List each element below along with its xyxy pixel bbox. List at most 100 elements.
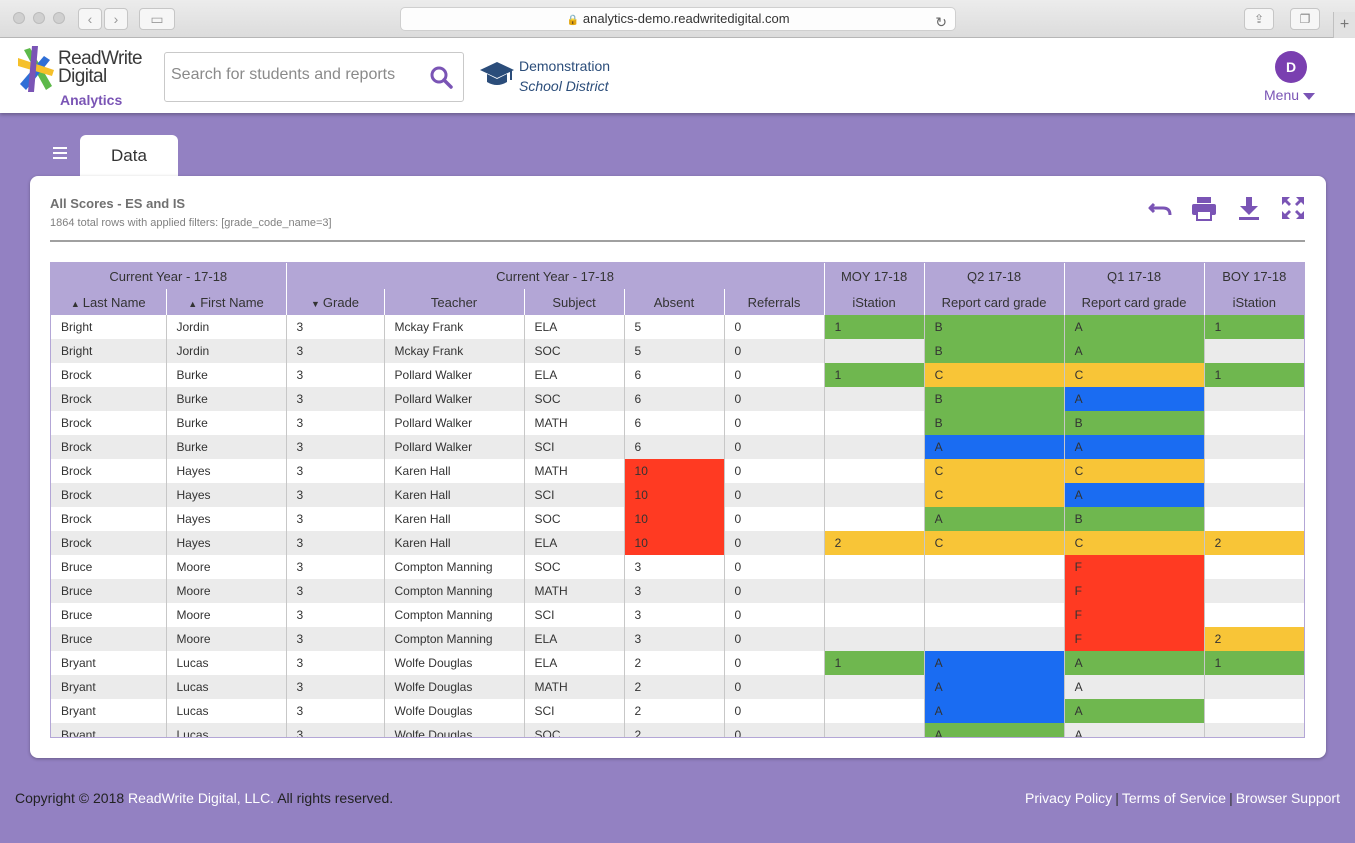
table-cell: 3 <box>285 411 385 435</box>
column-header-q2-report-card[interactable]: Report card grade <box>923 289 1065 315</box>
table-row[interactable]: Bryant Lucas 3 Wolfe Douglas ELA 2 0 1 A A 1 <box>51 651 1304 675</box>
browser-support-link[interactable]: Browser Support <box>1235 790 1340 806</box>
table-row[interactable]: Brock Hayes 3 Karen Hall SOC 10 0 A B <box>51 507 1304 531</box>
hamburger-icon[interactable] <box>53 147 67 162</box>
table-cell: Moore <box>165 603 287 627</box>
table-cell: 3 <box>623 627 725 651</box>
logo-text-readwrite: ReadWrite <box>58 48 143 69</box>
table-cell: Brock <box>51 387 166 411</box>
table-cell: 3 <box>285 603 385 627</box>
table-row[interactable]: Bright Jordin 3 Mckay Frank ELA 5 0 1 B A 1 <box>51 315 1304 339</box>
tab-data[interactable]: Data <box>80 135 178 177</box>
table-row[interactable]: Bruce Moore 3 Compton Manning MATH 3 0 F <box>51 579 1304 603</box>
table-cell: B <box>1063 507 1205 531</box>
table-row[interactable]: Brock Burke 3 Pollard Walker MATH 6 0 B B <box>51 411 1304 435</box>
table-cell <box>1203 339 1304 363</box>
logo[interactable]: ReadWrite Digital Analytics <box>18 46 143 108</box>
table-cell: 10 <box>623 507 725 531</box>
table-cell: Compton Manning <box>383 555 525 579</box>
table-cell: C <box>923 459 1065 483</box>
logo-mark-icon <box>18 46 54 92</box>
table-cell: F <box>1063 627 1205 651</box>
table-row[interactable]: Brock Hayes 3 Karen Hall MATH 10 0 C C <box>51 459 1304 483</box>
table-cell: ELA <box>523 315 625 339</box>
table-cell <box>923 579 1065 603</box>
download-icon[interactable] <box>1235 194 1263 222</box>
column-header-q1-report-card[interactable]: Report card grade <box>1063 289 1205 315</box>
table-cell: 10 <box>623 459 725 483</box>
table-row[interactable]: Brock Hayes 3 Karen Hall ELA 10 0 2 C C 2 <box>51 531 1304 555</box>
table-cell <box>823 675 925 699</box>
group-header: Current Year - 17-18 <box>51 263 287 289</box>
table-cell: Lucas <box>165 699 287 723</box>
table-row[interactable]: Brock Hayes 3 Karen Hall SCI 10 0 C A <box>51 483 1304 507</box>
column-header-boy-istation[interactable]: iStation <box>1203 289 1304 315</box>
table-cell: Hayes <box>165 483 287 507</box>
logo-text-analytics: Analytics <box>60 92 123 108</box>
table-cell: Bryant <box>51 651 166 675</box>
sidebar-icon[interactable]: ▭ <box>139 8 175 30</box>
table-cell: B <box>1063 411 1205 435</box>
table-row[interactable]: Brock Burke 3 Pollard Walker SOC 6 0 B A <box>51 387 1304 411</box>
table-row[interactable]: Bruce Moore 3 Compton Manning SCI 3 0 F <box>51 603 1304 627</box>
table-cell: C <box>1063 363 1205 387</box>
address-bar[interactable]: 🔒 analytics-demo.readwritedigital.com ↻ <box>400 7 956 31</box>
fullscreen-icon[interactable] <box>1279 194 1307 222</box>
table-cell: 0 <box>723 339 825 363</box>
avatar[interactable]: D <box>1275 51 1307 83</box>
minimize-window-icon[interactable] <box>33 12 45 24</box>
terms-of-service-link[interactable]: Terms of Service <box>1121 790 1227 806</box>
search-input[interactable] <box>171 66 421 84</box>
table-row[interactable]: Brock Burke 3 Pollard Walker ELA 6 0 1 C C 1 <box>51 363 1304 387</box>
table-cell: MATH <box>523 411 625 435</box>
reload-icon[interactable]: ↻ <box>935 14 947 30</box>
column-header-moy-istation[interactable]: iStation <box>823 289 925 315</box>
close-window-icon[interactable] <box>13 12 25 24</box>
table-cell <box>1203 387 1304 411</box>
menu-button[interactable]: Menu <box>1264 87 1316 103</box>
table-row[interactable]: Brock Burke 3 Pollard Walker SCI 6 0 A A <box>51 435 1304 459</box>
table-cell: F <box>1063 603 1205 627</box>
forward-icon[interactable]: › <box>104 8 128 30</box>
table-cell: ELA <box>523 651 625 675</box>
back-icon[interactable]: ‹ <box>78 8 102 30</box>
undo-icon[interactable] <box>1146 194 1174 222</box>
column-header-teacher[interactable]: Teacher <box>383 289 525 315</box>
table-cell: 5 <box>623 315 725 339</box>
share-icon[interactable]: ⇪ <box>1244 8 1274 30</box>
table-cell: 0 <box>723 315 825 339</box>
table-cell: 0 <box>723 723 825 737</box>
table-cell: Wolfe Douglas <box>383 699 525 723</box>
table-cell: Bright <box>51 315 166 339</box>
table-cell: 2 <box>623 723 725 737</box>
column-header-last-name[interactable]: ▲ Last Name <box>51 289 166 315</box>
table-cell: 0 <box>723 627 825 651</box>
table-cell: Hayes <box>165 459 287 483</box>
privacy-policy-link[interactable]: Privacy Policy <box>1025 790 1113 806</box>
column-header-grade[interactable]: ▼ Grade <box>285 289 385 315</box>
scores-table-container[interactable]: Current Year - 17-18 Current Year - 17-1… <box>50 262 1305 738</box>
table-cell: 0 <box>723 483 825 507</box>
table-row[interactable]: Bright Jordin 3 Mckay Frank SOC 5 0 B A <box>51 339 1304 363</box>
column-header-subject[interactable]: Subject <box>523 289 625 315</box>
table-row[interactable]: Bryant Lucas 3 Wolfe Douglas SCI 2 0 A A <box>51 699 1304 723</box>
table-row[interactable]: Bryant Lucas 3 Wolfe Douglas MATH 2 0 A A <box>51 675 1304 699</box>
table-row[interactable]: Bruce Moore 3 Compton Manning ELA 3 0 F 2 <box>51 627 1304 651</box>
table-cell: B <box>923 339 1065 363</box>
search-icon[interactable] <box>429 65 453 89</box>
column-header-referrals[interactable]: Referrals <box>723 289 825 315</box>
table-cell: 1 <box>1203 363 1304 387</box>
column-header-row: ▲ Last Name ▲ First Name ▼ Grade Teacher Su… <box>51 289 1304 315</box>
new-tab-icon[interactable]: + <box>1333 12 1355 38</box>
table-row[interactable]: Bruce Moore 3 Compton Manning SOC 3 0 F <box>51 555 1304 579</box>
table-cell: Burke <box>165 363 287 387</box>
column-header-absent[interactable]: Absent <box>623 289 725 315</box>
tabs-overview-icon[interactable]: ❐ <box>1290 8 1320 30</box>
column-header-first-name[interactable]: ▲ First Name <box>165 289 287 315</box>
print-icon[interactable] <box>1190 194 1218 222</box>
table-cell: 0 <box>723 387 825 411</box>
table-row[interactable]: Bryant Lucas 3 Wolfe Douglas SOC 2 0 A A <box>51 723 1304 737</box>
footer-links: Privacy Policy | Terms of Service | Browser … <box>1025 790 1340 806</box>
table-cell: 3 <box>285 579 385 603</box>
zoom-window-icon[interactable] <box>53 12 65 24</box>
